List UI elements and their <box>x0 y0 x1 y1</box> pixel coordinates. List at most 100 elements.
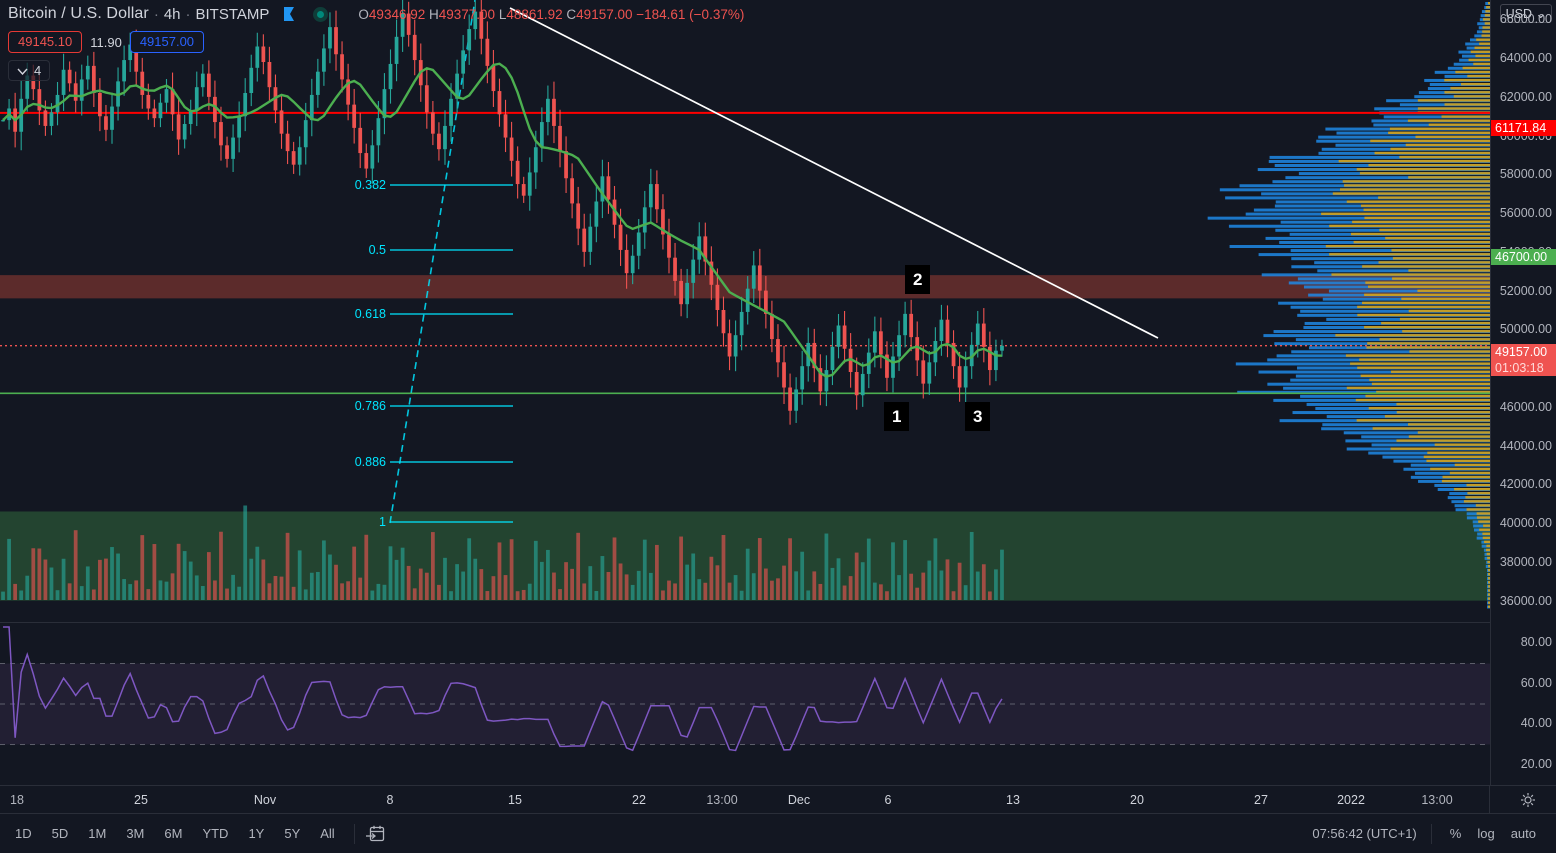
market-open-dot-icon <box>313 6 329 22</box>
toolbar-separator-2 <box>1430 823 1432 844</box>
price-chart-pane[interactable]: 0.382 0.5 0.618 0.786 0.886 1 <box>0 0 1490 620</box>
price-axis[interactable]: USD ⌄ 66000.0064000.0062000.0060000.0058… <box>1490 0 1556 785</box>
gear-icon[interactable] <box>1520 792 1536 808</box>
price-tick-label: 44000.00 <box>1499 438 1552 453</box>
rsi-tick-label: 80.00 <box>1520 635 1552 650</box>
ohlc-high-key: H <box>429 6 439 22</box>
chevron-down-icon: ⌄ <box>1535 7 1546 21</box>
range-buttons-group: 1D 5D 1M 3M 6M YTD 1Y 5Y All <box>0 822 344 846</box>
ohlc-low-value: 48861.92 <box>506 6 563 22</box>
header-separator-2: · <box>185 5 191 23</box>
rsi-line <box>3 626 1003 752</box>
chart-zone <box>0 511 1490 601</box>
ohlc-open-value: 49346.92 <box>368 6 426 22</box>
axis-divider <box>1489 786 1490 814</box>
chevron-down-icon <box>17 63 28 78</box>
range-button-1y[interactable]: 1Y <box>248 825 265 841</box>
price-tick-label: 62000.00 <box>1499 89 1552 104</box>
toolbar-right-group: 07:56:42 (UTC+1) % log auto <box>1312 822 1556 845</box>
range-button-5d[interactable]: 5D <box>51 825 69 841</box>
rsi-chart-canvas <box>0 626 1490 752</box>
svg-text:0.886: 0.886 <box>355 455 386 469</box>
symbol-title[interactable]: Bitcoin / U.S. Dollar <box>8 5 149 22</box>
wave-label-3[interactable]: 3 <box>965 402 991 431</box>
ma-value-badge[interactable]: 49145.10 <box>8 31 83 53</box>
range-button-6m[interactable]: 6M <box>164 825 183 841</box>
time-tick-label: 15 <box>508 793 522 807</box>
svg-text:0.382: 0.382 <box>355 178 386 192</box>
svg-text:0.618: 0.618 <box>355 307 386 321</box>
wave-label-1[interactable]: 1 <box>884 402 910 431</box>
price-tick-label: 58000.00 <box>1499 167 1552 182</box>
time-tick-label: 13:00 <box>706 793 738 807</box>
rsi-tick-label: 60.00 <box>1520 675 1552 690</box>
fibonacci-retracement: 0.382 0.5 0.618 0.786 0.886 1 <box>355 0 513 529</box>
toolbar-separator-1 <box>353 823 355 844</box>
price-tick-label: 42000.00 <box>1499 477 1552 492</box>
ohlc-close-key: C <box>566 6 577 22</box>
scale-button-log[interactable]: log <box>1477 826 1495 841</box>
rsi-indicator-pane[interactable] <box>0 622 1490 785</box>
rsi-tick-label: 40.00 <box>1520 716 1552 731</box>
time-tick-label: 18 <box>10 793 24 807</box>
chart-zone <box>0 275 1490 299</box>
clock-label: 07:56:42 (UTC+1) <box>1312 826 1417 841</box>
range-button-1d[interactable]: 1D <box>15 825 32 841</box>
collapsed-indicators-badge[interactable]: 4 <box>8 60 51 81</box>
chart-header: Bitcoin / U.S. Dollar · 4h · BITSTAMP O4… <box>0 0 744 28</box>
range-button-all[interactable]: All <box>320 825 335 841</box>
time-tick-label: 27 <box>1254 793 1268 807</box>
flag-icon[interactable] <box>281 6 297 22</box>
time-tick-label: 22 <box>632 793 646 807</box>
time-tick-label: 6 <box>884 793 892 807</box>
legend-mid-value: 11.90 <box>90 34 122 50</box>
time-tick-label: 2022 <box>1337 793 1365 807</box>
price-tick-label: 64000.00 <box>1499 51 1552 66</box>
svg-text:1: 1 <box>379 515 386 529</box>
price-tick-label: 40000.00 <box>1499 516 1552 531</box>
rsi-tick-label: 20.00 <box>1520 756 1552 771</box>
scale-button-auto[interactable]: auto <box>1510 826 1536 841</box>
range-button-3m[interactable]: 3M <box>126 825 145 841</box>
header-separator-1: · <box>153 5 159 23</box>
price-tick-label: 52000.00 <box>1499 283 1552 298</box>
exchange-label[interactable]: BITSTAMP <box>195 5 270 23</box>
ohlc-open-key: O <box>358 6 369 22</box>
bottom-toolbar: 1D 5D 1M 3M 6M YTD 1Y 5Y All 07:56:42 (UTC+1) % l… <box>0 813 1556 853</box>
ohlc-low-key: L <box>498 6 507 22</box>
price-tick-label: 38000.00 <box>1499 554 1552 569</box>
moving-average-line <box>2 62 1003 378</box>
resistance-price-badge[interactable]: 61171.84 <box>1491 120 1556 136</box>
time-tick-label: 13:00 <box>1421 793 1453 807</box>
time-tick-label: 20 <box>1130 793 1144 807</box>
ohlc-close-value: 49157.00 <box>576 6 633 22</box>
currency-label: USD <box>1505 7 1533 21</box>
wave-label-2[interactable]: 2 <box>905 265 931 294</box>
current-price-value: 49157.00 <box>1495 345 1548 359</box>
currency-selector[interactable]: USD ⌄ <box>1499 4 1552 23</box>
scale-button-percent[interactable]: % <box>1449 826 1462 841</box>
range-button-5y[interactable]: 5Y <box>284 825 301 841</box>
ohlc-values: O49346.92 H49377.00 L48861.92 C49157.00 … <box>358 7 744 22</box>
time-tick-label: Dec <box>787 793 811 807</box>
price-tick-label: 36000.00 <box>1499 593 1552 608</box>
range-button-1m[interactable]: 1M <box>88 825 107 841</box>
price-tick-label: 46000.00 <box>1499 399 1552 414</box>
scale-buttons-group: % log auto <box>1442 822 1544 845</box>
goto-date-icon[interactable] <box>365 825 385 843</box>
current-price-badge[interactable]: 49157.00 01:03:18 <box>1491 344 1556 376</box>
bar-countdown: 01:03:18 <box>1495 361 1544 375</box>
indicator-legend-row: 49145.10 11.90 49157.00 <box>8 31 205 53</box>
collapsed-indicator-count: 4 <box>34 63 42 78</box>
price-tick-label: 50000.00 <box>1499 322 1552 337</box>
range-button-ytd[interactable]: YTD <box>202 825 229 841</box>
svg-text:0.786: 0.786 <box>355 399 386 413</box>
time-axis[interactable]: 18 25 Nov 8 15 22 13:00 Dec 6 13 20 27 2022 13:00 <box>0 785 1556 814</box>
volume-bars <box>1 505 1004 600</box>
volume-profile <box>1207 2 1490 609</box>
support-price-badge[interactable]: 46700.00 <box>1491 249 1556 265</box>
interval-label[interactable]: 4h <box>163 5 181 23</box>
trendline <box>509 7 1159 339</box>
close-value-badge[interactable]: 49157.00 <box>129 31 205 53</box>
